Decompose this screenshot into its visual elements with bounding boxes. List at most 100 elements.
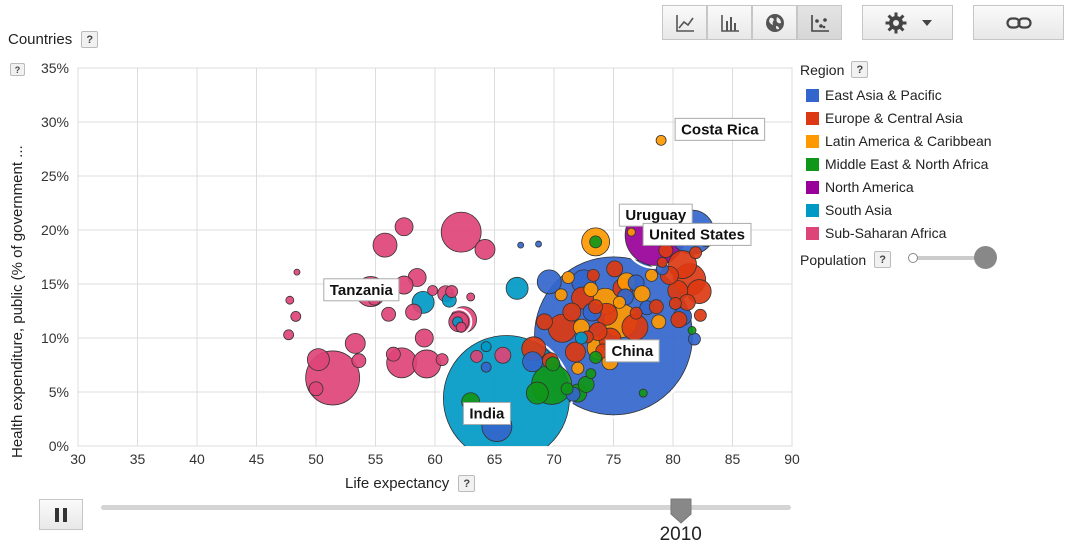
bubble[interactable]	[344, 332, 366, 354]
bar-chart-tab[interactable]	[707, 5, 752, 40]
bubble[interactable]	[435, 353, 449, 367]
bubble[interactable]	[480, 341, 492, 353]
bubble[interactable]	[466, 292, 476, 302]
countries-help-button[interactable]: ?	[81, 31, 99, 48]
bubble[interactable]	[517, 241, 525, 249]
bubble[interactable]	[588, 299, 604, 315]
bubble[interactable]	[571, 361, 585, 375]
bubble[interactable]	[689, 246, 703, 260]
bubble[interactable]	[290, 310, 302, 322]
legend-item[interactable]: Latin America & Caribbean	[806, 132, 992, 150]
country-label-box	[605, 339, 660, 363]
legend-item[interactable]: East Asia & Pacific	[806, 86, 942, 104]
legend-item[interactable]: South Asia	[806, 201, 892, 219]
bubble[interactable]	[545, 356, 561, 372]
bubble[interactable]	[293, 268, 301, 276]
bubble[interactable]	[470, 349, 484, 363]
bubble[interactable]	[494, 346, 512, 364]
population-help-button[interactable]: ?	[874, 251, 892, 268]
bubble[interactable]	[536, 313, 553, 331]
time-slider[interactable]	[101, 498, 791, 524]
bubble[interactable]	[554, 288, 568, 302]
bubble[interactable]	[306, 348, 330, 372]
bubble-costa-rica[interactable]	[655, 134, 667, 146]
bubble[interactable]	[648, 299, 664, 315]
bubble[interactable]	[583, 281, 599, 297]
bubble[interactable]	[308, 381, 324, 397]
bubble[interactable]	[629, 306, 643, 320]
legend-item[interactable]: North America	[806, 178, 914, 196]
legend-item[interactable]: Europe & Central Asia	[806, 109, 963, 127]
y-axis-label[interactable]: Health expenditure, public (% of governm…	[9, 145, 26, 458]
bubble[interactable]	[561, 271, 575, 284]
country-label[interactable]: Uruguay	[618, 203, 693, 227]
legend-item[interactable]: Middle East & North Africa	[806, 155, 988, 173]
bubble[interactable]	[405, 303, 422, 321]
map-chart-tab[interactable]	[752, 5, 797, 40]
bubble[interactable]	[638, 388, 648, 398]
bubble[interactable]	[589, 235, 603, 249]
country-label[interactable]: India	[462, 401, 511, 425]
bubble-uruguay[interactable]	[626, 227, 636, 237]
country-label[interactable]: China	[605, 339, 660, 363]
bubble[interactable]	[440, 211, 482, 253]
legend-help-button[interactable]: ?	[851, 61, 869, 78]
legend-swatch	[806, 203, 819, 217]
legend-item[interactable]: Sub-Saharan Africa	[806, 224, 946, 242]
time-slider-handle[interactable]	[670, 498, 692, 524]
bubble[interactable]	[381, 306, 396, 322]
y-axis-help-button[interactable]: ?	[10, 63, 25, 76]
bubble[interactable]	[522, 351, 543, 373]
x-axis-label[interactable]: Life expectancy	[345, 475, 450, 492]
bubble[interactable]	[385, 346, 401, 362]
bubble[interactable]	[562, 302, 582, 322]
settings-button[interactable]	[862, 5, 953, 40]
population-size-slider[interactable]	[908, 246, 1000, 269]
x-axis-help-button[interactable]: ?	[458, 475, 476, 492]
bubble[interactable]	[480, 361, 492, 373]
bubble[interactable]	[688, 332, 701, 346]
bubble[interactable]	[633, 285, 651, 303]
bubble[interactable]	[560, 382, 574, 396]
bubble[interactable]	[606, 260, 624, 278]
bubble[interactable]	[668, 297, 682, 310]
bubble[interactable]	[351, 353, 367, 369]
bubble[interactable]	[535, 240, 542, 248]
bubble[interactable]	[687, 326, 697, 335]
bubble[interactable]	[613, 295, 626, 309]
bubble[interactable]	[505, 276, 529, 300]
country-label[interactable]: Costa Rica	[674, 117, 766, 141]
bubble[interactable]	[394, 217, 414, 237]
bubble[interactable]	[651, 314, 667, 330]
country-label[interactable]: Tanzania	[323, 278, 400, 302]
bubble[interactable]	[589, 351, 603, 364]
play-pause-button[interactable]	[39, 499, 83, 530]
size-slider-handle[interactable]	[974, 246, 997, 269]
bubble[interactable]	[455, 321, 467, 333]
line-chart-tab[interactable]	[662, 5, 707, 40]
bubble[interactable]	[656, 256, 668, 268]
bubble-chart-tab[interactable]	[797, 5, 842, 40]
bubble[interactable]	[412, 349, 442, 379]
bubble[interactable]	[285, 295, 295, 305]
bubble[interactable]	[585, 368, 597, 380]
bubble[interactable]	[474, 239, 496, 260]
bubble[interactable]	[586, 268, 600, 282]
bubble[interactable]	[536, 269, 562, 295]
country-label-box	[323, 278, 400, 302]
bubble[interactable]	[574, 331, 588, 345]
bubble[interactable]	[525, 381, 549, 405]
bubble[interactable]	[670, 311, 688, 329]
bubble[interactable]	[577, 376, 595, 393]
bubble[interactable]	[645, 268, 658, 282]
bubble-chart: 0% 5% 10% 15% 20% 25% 30% 35% 30 35 40 45 50 55 60 65 7…	[9, 60, 800, 467]
bubble[interactable]	[427, 285, 439, 296]
link-button[interactable]	[973, 5, 1064, 40]
country-label[interactable]: United States	[642, 222, 752, 246]
bubble[interactable]	[414, 328, 434, 348]
bubble[interactable]	[565, 341, 586, 363]
bubble[interactable]	[693, 308, 707, 322]
bubble[interactable]	[283, 329, 295, 341]
bubble[interactable]	[372, 232, 398, 258]
bubble[interactable]	[445, 285, 459, 298]
